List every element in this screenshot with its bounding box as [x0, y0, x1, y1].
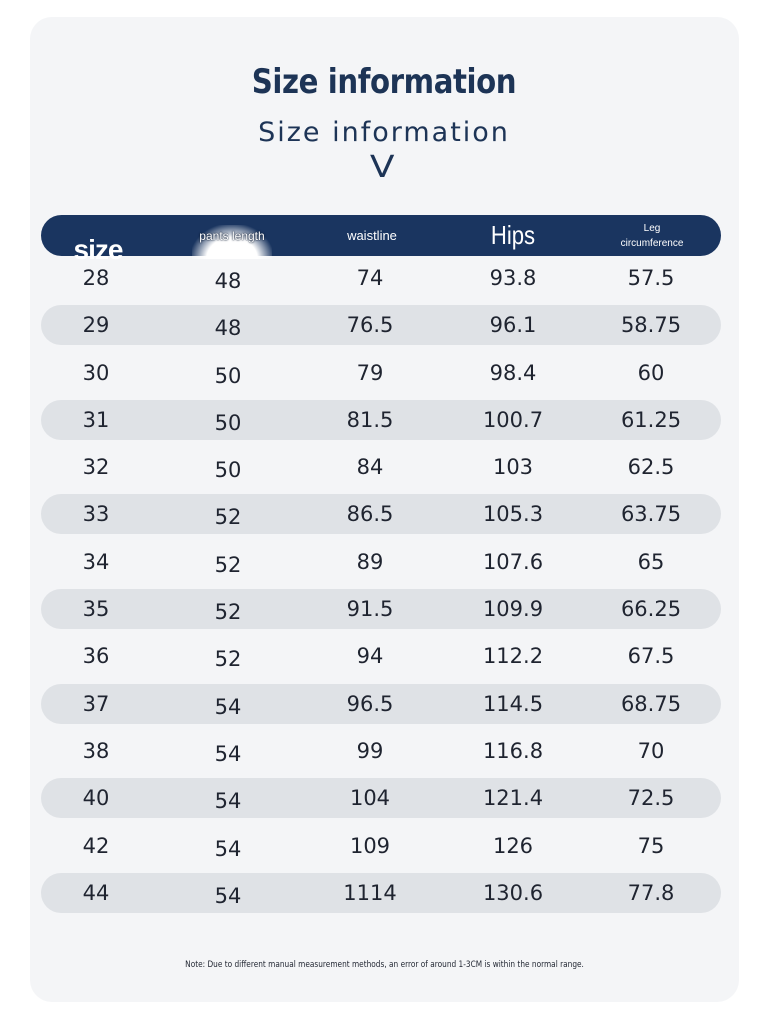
cell-waistline: 81.5 [346, 407, 394, 432]
cell-size: 29 [82, 313, 110, 338]
table-row: 28 48 74 93.8 57.5 [41, 258, 721, 298]
cell-pants-length: 50 [214, 458, 242, 483]
header-leg-line2: circumference [620, 237, 684, 249]
table-row: 37 54 96.5 114.5 68.75 [41, 683, 721, 724]
cell-waistline: 89 [356, 549, 384, 574]
table-header: size pants length waistline Hips Leg cir… [41, 215, 721, 265]
cell-leg-circumference: 57.5 [627, 266, 675, 290]
cell-pants-length: 52 [214, 600, 242, 625]
cell-pants-length: 48 [214, 269, 242, 293]
cell-pants-length: 50 [214, 410, 242, 435]
cell-leg-circumference: 61.25 [620, 407, 682, 432]
size-table-body: 28 48 74 93.8 57.5 29 48 76.5 96.1 58.75 30 50 79 98.… [41, 258, 721, 920]
cell-hips: 100.7 [482, 407, 544, 432]
cell-leg-circumference: 75 [637, 833, 665, 858]
cell-pants-length: 54 [214, 836, 242, 861]
page-subtitle: Size information [258, 117, 510, 148]
cell-size: 30 [82, 360, 110, 385]
cell-hips: 107.6 [482, 549, 544, 574]
measurement-note: Note: Due to different manual measuremen… [185, 960, 584, 970]
table-row: 36 52 94 112.2 67.5 [41, 636, 721, 676]
cell-waistline: 99 [356, 738, 384, 763]
table-row: 42 54 109 126 75 [41, 826, 721, 866]
cell-leg-circumference: 77.8 [627, 880, 675, 905]
cell-size: 44 [82, 880, 110, 905]
cell-pants-length: 52 [214, 505, 242, 530]
cell-pants-length: 50 [214, 363, 242, 388]
cell-pants-length: 54 [214, 789, 242, 814]
cell-waistline: 84 [356, 455, 384, 480]
chevron-down-icon: V [369, 150, 395, 185]
cell-pants-length: 48 [214, 316, 242, 341]
header-pants-length: pants length [192, 225, 272, 259]
header-leg-line1: Leg [643, 222, 661, 234]
header-leg-circumference: Leg circumference [612, 215, 692, 256]
table-row: 30 50 79 98.4 60 [41, 353, 721, 393]
cell-hips: 112.2 [482, 644, 544, 669]
cell-leg-circumference: 66.25 [620, 597, 682, 622]
table-row: 34 52 89 107.6 65 [41, 542, 721, 582]
cell-pants-length: 54 [214, 741, 242, 766]
cell-leg-circumference: 63.75 [620, 502, 682, 527]
cell-hips: 130.6 [482, 880, 544, 905]
table-row: 44 54 1114 130.6 77.8 [41, 872, 721, 913]
header-hips: Hips [490, 220, 536, 250]
page-title: Size information [251, 62, 517, 102]
cell-hips: 109.9 [482, 597, 544, 622]
cell-waistline: 91.5 [346, 597, 394, 622]
header-pants-length-label: pants length [199, 229, 265, 243]
cell-pants-length: 52 [214, 647, 242, 672]
table-row: 29 48 76.5 96.1 58.75 [41, 305, 721, 346]
cell-hips: 96.1 [489, 313, 537, 338]
table-row: 38 54 99 116.8 70 [41, 731, 721, 771]
cell-waistline: 109 [349, 833, 391, 858]
header-size: size [73, 234, 124, 265]
cell-size: 31 [82, 407, 110, 432]
cell-waistline: 104 [349, 786, 391, 811]
cell-leg-circumference: 70 [637, 738, 665, 763]
cell-leg-circumference: 65 [637, 549, 665, 574]
cell-pants-length: 54 [214, 883, 242, 908]
cell-size: 34 [82, 549, 110, 574]
cell-size: 38 [82, 738, 110, 763]
cell-pants-length: 54 [214, 694, 242, 719]
table-row: 32 50 84 103 62.5 [41, 447, 721, 487]
cell-waistline: 1114 [343, 880, 397, 905]
cell-leg-circumference: 60 [637, 360, 665, 385]
cell-hips: 93.8 [489, 266, 537, 290]
cell-hips: 121.4 [482, 786, 544, 811]
cell-waistline: 79 [356, 360, 384, 385]
cell-size: 37 [82, 691, 110, 716]
cell-waistline: 94 [356, 644, 384, 669]
header-waistline: waistline [347, 228, 397, 243]
cell-leg-circumference: 62.5 [627, 455, 675, 480]
cell-size: 33 [82, 502, 110, 527]
cell-hips: 126 [492, 833, 534, 858]
cell-hips: 103 [492, 455, 534, 480]
cell-size: 32 [82, 455, 110, 480]
cell-size: 40 [82, 786, 110, 811]
cell-hips: 114.5 [482, 691, 544, 716]
cell-size: 42 [82, 833, 110, 858]
cell-pants-length: 52 [214, 552, 242, 577]
cell-waistline: 96.5 [346, 691, 394, 716]
cell-size: 35 [82, 597, 110, 622]
table-row: 31 50 81.5 100.7 61.25 [41, 399, 721, 440]
table-row: 33 52 86.5 105.3 63.75 [41, 494, 721, 535]
cell-leg-circumference: 58.75 [620, 313, 682, 338]
cell-waistline: 74 [356, 266, 384, 290]
cell-leg-circumference: 67.5 [627, 644, 675, 669]
cell-waistline: 86.5 [346, 502, 394, 527]
cell-size: 28 [82, 266, 110, 290]
cell-leg-circumference: 72.5 [627, 786, 675, 811]
table-row: 40 54 104 121.4 72.5 [41, 778, 721, 819]
table-row: 35 52 91.5 109.9 66.25 [41, 589, 721, 630]
cell-hips: 98.4 [489, 360, 537, 385]
cell-hips: 105.3 [482, 502, 544, 527]
cell-hips: 116.8 [482, 738, 544, 763]
cell-size: 36 [82, 644, 110, 669]
cell-leg-circumference: 68.75 [620, 691, 682, 716]
cell-waistline: 76.5 [346, 313, 394, 338]
